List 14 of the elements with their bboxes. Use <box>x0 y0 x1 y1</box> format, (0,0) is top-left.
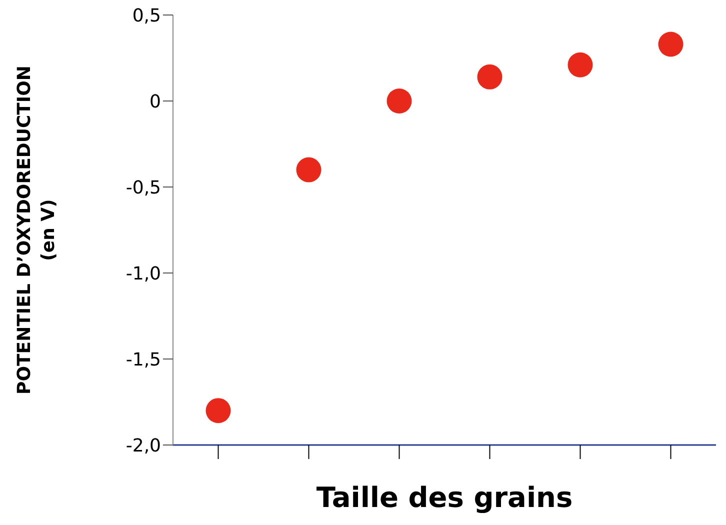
x-axis-title: Taille des grains <box>316 481 573 514</box>
y-tick-label: -0,5 <box>126 177 161 198</box>
y-tick-label: 0,5 <box>132 5 161 26</box>
y-tick-label: -1,5 <box>126 349 161 370</box>
y-tick-label: -2,0 <box>126 435 161 456</box>
y-tick-label: -1,0 <box>126 263 161 284</box>
point <box>386 88 412 114</box>
point <box>296 157 322 182</box>
y-axis-title: POTENTIEL D’OXYDOREDUCTION (en V) <box>14 65 59 395</box>
point <box>658 32 684 57</box>
y-tick-label: 0 <box>150 91 161 112</box>
point <box>477 64 502 90</box>
point <box>206 398 231 424</box>
point <box>568 52 593 78</box>
